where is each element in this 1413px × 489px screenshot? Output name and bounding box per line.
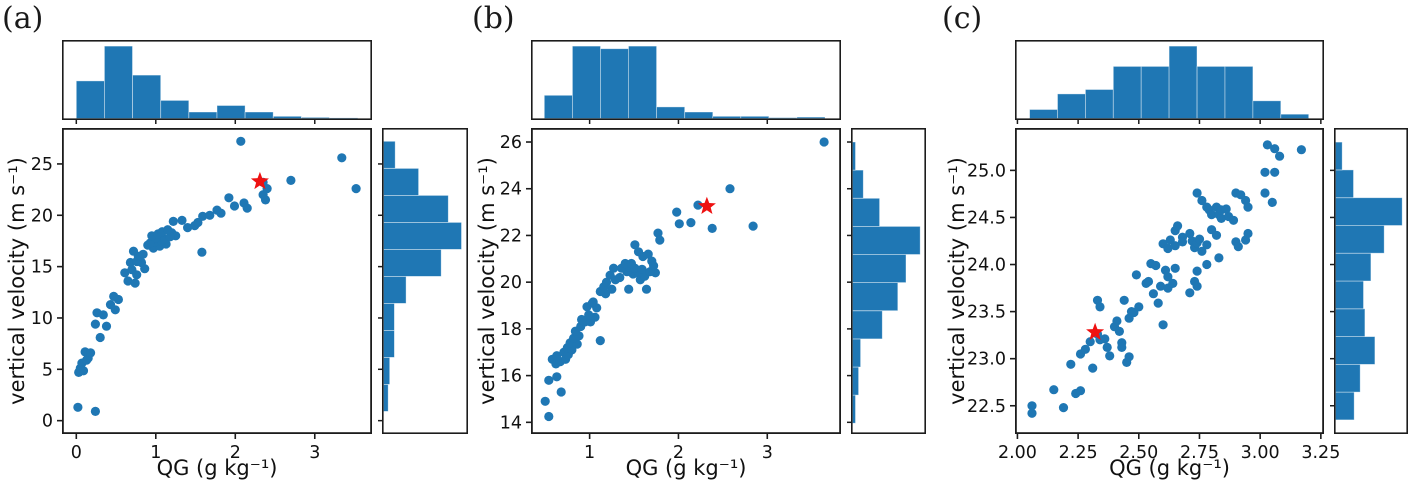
axes-spines — [61, 127, 373, 435]
histogram-bars — [1029, 45, 1310, 119]
x-tick-label: 3 — [762, 443, 773, 463]
x-tick-label: 2 — [230, 443, 241, 463]
y-tick-label: 14 — [500, 413, 522, 433]
scatter-axes-svg: 0 1 2 3 0 5 10 15 20 25 — [31, 127, 373, 463]
x-tick-label: 2 — [673, 443, 684, 463]
y-axis-ticks — [1330, 169, 1334, 407]
panel-c-y-marginal-histogram — [1330, 128, 1409, 434]
y-tick-label: 0 — [42, 412, 53, 432]
scatter-points — [73, 136, 361, 416]
axes-spines — [851, 128, 927, 434]
y-marginal-histogram-svg — [847, 128, 927, 434]
panel-c-x-marginal-histogram — [1015, 40, 1324, 124]
x-axis-ticks — [588, 120, 769, 124]
x-marginal-histogram-svg — [531, 40, 841, 124]
histogram-bars — [543, 45, 826, 119]
panel-b-label: (b) — [472, 1, 515, 36]
axes-spines — [530, 127, 842, 435]
y-tick-label: 20 — [500, 273, 522, 293]
x-axis-ticks: 2.00 2.25 2.50 2.75 3.00 3.25 — [998, 434, 1340, 463]
panel-b-y-axis-label: vertical velocity (m s⁻¹) — [475, 157, 499, 405]
panel-a-y-axis-label: vertical velocity (m s⁻¹) — [5, 157, 29, 405]
y-tick-label: 24.0 — [967, 256, 1006, 276]
panel-b: (b) 1 2 3 14 16 18 20 22 24 26 QG (g kg⁻¹) vertic… — [470, 0, 940, 489]
panel-b-y-marginal-histogram — [847, 128, 927, 434]
scatter-points — [1027, 140, 1306, 418]
panel-c-x-axis-label: QG (g kg⁻¹) — [1109, 456, 1230, 480]
x-axis-ticks — [1016, 120, 1322, 124]
axes-spines — [1014, 127, 1325, 435]
panel-c: (c) 2.00 2.25 2.50 2.75 3.00 3.25 22.5 23.0 23.5… — [940, 0, 1413, 489]
histogram-bars — [852, 141, 921, 424]
panel-c-y-axis-label: vertical velocity (m s⁻¹) — [945, 157, 969, 405]
star-marker — [250, 171, 269, 190]
y-tick-label: 24.5 — [967, 208, 1006, 228]
x-tick-label: 3 — [309, 443, 320, 463]
axes-spines — [62, 40, 372, 121]
y-tick-label: 23.0 — [967, 350, 1006, 370]
y-tick-label: 26 — [500, 133, 522, 153]
scatter-points — [540, 137, 829, 422]
x-tick-label: 2.25 — [1059, 443, 1098, 463]
x-tick-label: 3.00 — [1241, 443, 1280, 463]
x-tick-label: 3.25 — [1301, 443, 1340, 463]
y-axis-ticks: 22.5 23.0 23.5 24.0 24.5 25.0 — [967, 161, 1015, 417]
star-marker — [1086, 322, 1105, 340]
scatter-axes-svg: 1 2 3 14 16 18 20 22 24 26 — [500, 127, 842, 463]
y-tick-label: 10 — [31, 309, 53, 329]
axes-spines — [531, 40, 841, 121]
x-tick-label: 0 — [71, 443, 82, 463]
y-tick-label: 25 — [31, 155, 53, 175]
y-tick-label: 20 — [31, 206, 53, 226]
panel-a-label: (a) — [2, 1, 44, 36]
axes-spines — [1334, 128, 1409, 434]
histogram-bars — [383, 140, 462, 412]
x-axis-ticks: 0 1 2 3 — [71, 434, 320, 463]
x-tick-label: 2.00 — [998, 443, 1037, 463]
y-tick-label: 22.5 — [967, 397, 1006, 417]
panel-c-label: (c) — [942, 1, 983, 36]
panel-c-scatter-plot: 2.00 2.25 2.50 2.75 3.00 3.25 22.5 23.0 23.5 24.0… — [967, 127, 1340, 463]
x-tick-label: 1 — [584, 443, 595, 463]
y-tick-label: 16 — [500, 367, 522, 387]
y-axis-ticks: 0 5 10 15 20 25 — [31, 155, 62, 432]
star-marker — [697, 196, 716, 214]
y-tick-label: 23.5 — [967, 303, 1006, 323]
axes-spines — [1015, 40, 1324, 121]
panel-b-x-axis-label: QG (g kg⁻¹) — [625, 456, 747, 480]
y-axis-ticks: 14 16 18 20 22 24 26 — [500, 133, 531, 433]
y-axis-ticks — [847, 141, 851, 424]
y-tick-label: 18 — [500, 320, 522, 340]
panel-a-x-marginal-histogram — [62, 40, 372, 124]
panel-a: (a) 0 1 2 3 0 5 10 15 20 25 QG (g kg⁻¹) vertical … — [0, 0, 470, 489]
y-marginal-histogram-svg — [1330, 128, 1409, 434]
y-axis-ticks — [378, 163, 382, 422]
x-marginal-histogram-svg — [1015, 40, 1324, 124]
panel-a-scatter-plot: 0 1 2 3 0 5 10 15 20 25 — [31, 127, 373, 463]
histogram-bars — [75, 45, 359, 119]
x-axis-ticks — [75, 120, 316, 124]
x-tick-label: 2.75 — [1180, 443, 1219, 463]
y-tick-label: 25.0 — [967, 161, 1006, 181]
x-tick-label: 2.50 — [1119, 443, 1158, 463]
histogram-bars — [1335, 141, 1403, 421]
y-tick-label: 15 — [31, 258, 53, 278]
axes-spines — [382, 128, 469, 434]
panel-a-y-marginal-histogram — [378, 128, 469, 434]
panel-b-scatter-plot: 1 2 3 14 16 18 20 22 24 26 — [500, 127, 842, 463]
x-marginal-histogram-svg — [62, 40, 372, 124]
x-axis-ticks: 1 2 3 — [584, 434, 773, 463]
panel-a-x-axis-label: QG (g kg⁻¹) — [156, 456, 278, 480]
scatter-axes-svg: 2.00 2.25 2.50 2.75 3.00 3.25 22.5 23.0 23.5 24.0… — [967, 127, 1340, 463]
y-tick-label: 24 — [500, 180, 522, 200]
y-marginal-histogram-svg — [378, 128, 469, 434]
y-tick-label: 5 — [42, 360, 53, 380]
y-tick-label: 22 — [500, 226, 522, 246]
panel-b-x-marginal-histogram — [531, 40, 841, 124]
x-tick-label: 1 — [150, 443, 161, 463]
